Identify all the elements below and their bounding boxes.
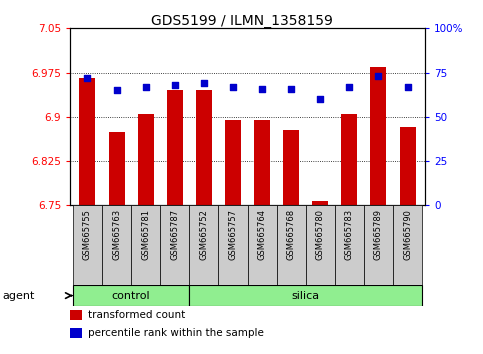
- Bar: [160, 205, 189, 285]
- Text: GSM665790: GSM665790: [403, 209, 412, 260]
- Text: percentile rank within the sample: percentile rank within the sample: [88, 328, 264, 338]
- Bar: [70, 310, 83, 320]
- Point: [345, 84, 353, 90]
- Bar: [196, 90, 212, 205]
- Bar: [370, 67, 386, 205]
- Bar: [399, 127, 415, 205]
- Bar: [109, 132, 125, 205]
- Point: [84, 75, 91, 81]
- Text: GSM665781: GSM665781: [141, 209, 150, 260]
- Bar: [189, 205, 218, 285]
- Bar: [393, 205, 422, 285]
- Point: [142, 84, 150, 90]
- Text: GSM665755: GSM665755: [83, 209, 92, 260]
- Bar: [306, 205, 335, 285]
- Bar: [254, 120, 270, 205]
- Bar: [131, 205, 160, 285]
- Point: [375, 73, 383, 79]
- Text: GSM665783: GSM665783: [345, 209, 354, 261]
- Text: GSM665768: GSM665768: [287, 209, 296, 261]
- Point: [229, 84, 237, 90]
- Bar: [218, 205, 248, 285]
- Bar: [73, 205, 102, 285]
- Bar: [70, 328, 83, 338]
- Text: GSM665757: GSM665757: [228, 209, 238, 260]
- Text: control: control: [112, 291, 151, 301]
- Bar: [80, 79, 96, 205]
- Bar: [167, 90, 183, 205]
- Bar: [364, 205, 393, 285]
- Point: [404, 84, 412, 90]
- Text: GSM665763: GSM665763: [112, 209, 121, 261]
- Bar: [277, 205, 306, 285]
- Bar: [341, 114, 357, 205]
- Point: [171, 82, 179, 88]
- Point: [113, 87, 120, 93]
- Text: GSM665780: GSM665780: [316, 209, 325, 260]
- Text: GDS5199 / ILMN_1358159: GDS5199 / ILMN_1358159: [151, 14, 332, 28]
- Text: GSM665789: GSM665789: [374, 209, 383, 260]
- Bar: [313, 201, 328, 205]
- Text: GSM665764: GSM665764: [257, 209, 267, 260]
- Text: GSM665752: GSM665752: [199, 209, 208, 260]
- Bar: [73, 285, 189, 306]
- Text: GSM665787: GSM665787: [170, 209, 179, 261]
- Bar: [335, 205, 364, 285]
- Bar: [189, 285, 422, 306]
- Bar: [102, 205, 131, 285]
- Bar: [225, 120, 241, 205]
- Text: transformed count: transformed count: [88, 310, 185, 320]
- Point: [287, 86, 295, 91]
- Point: [316, 96, 324, 102]
- Bar: [248, 205, 277, 285]
- Text: silica: silica: [292, 291, 320, 301]
- Point: [200, 80, 208, 86]
- Point: [258, 86, 266, 91]
- Bar: [283, 130, 299, 205]
- Bar: [138, 114, 154, 205]
- Text: agent: agent: [2, 291, 35, 301]
